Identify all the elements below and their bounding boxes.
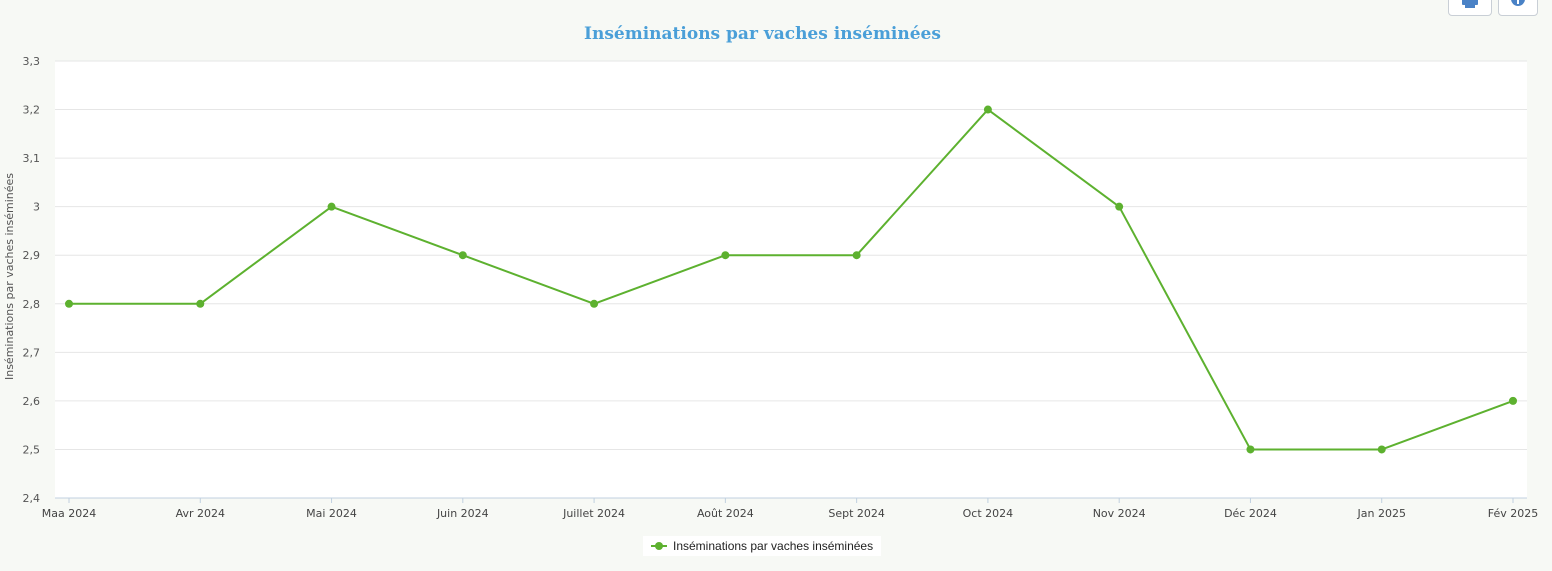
data-point <box>1115 202 1124 211</box>
plot-area <box>55 61 1527 498</box>
x-tick-label: Maa 2024 <box>42 507 96 520</box>
data-point <box>65 299 73 308</box>
y-tick-label: 3,1 <box>23 152 41 165</box>
x-tick-label: Jan 2025 <box>1357 507 1406 520</box>
data-point <box>196 299 205 308</box>
y-tick-label: 2,9 <box>23 249 41 262</box>
x-tick-label: Sept 2024 <box>828 507 885 520</box>
y-axis-title: Inséminations par vaches inséminées <box>3 173 16 380</box>
legend-swatch <box>651 540 667 552</box>
chart-legend[interactable]: Inséminations par vaches inséminées <box>643 536 882 556</box>
printer-icon <box>1462 0 1478 8</box>
y-tick-label: 2,8 <box>23 298 41 311</box>
x-tick-label: Juillet 2024 <box>562 507 625 520</box>
data-point <box>983 105 992 114</box>
data-point <box>1509 396 1517 405</box>
data-point <box>327 202 336 211</box>
y-tick-label: 2,6 <box>23 395 41 408</box>
x-tick-label: Mai 2024 <box>306 507 357 520</box>
x-tick-label: Oct 2024 <box>963 507 1014 520</box>
info-button[interactable] <box>1498 0 1538 16</box>
x-tick-label: Fév 2025 <box>1488 507 1539 520</box>
x-tick-label: Août 2024 <box>697 507 754 520</box>
x-tick-label: Avr 2024 <box>176 507 225 520</box>
y-tick-label: 3 <box>33 201 40 214</box>
y-tick-label: 2,4 <box>23 492 41 505</box>
x-tick-label: Nov 2024 <box>1093 507 1146 520</box>
chart-title: Inséminations par vaches inséminées <box>584 24 941 44</box>
series-line <box>69 108 1514 451</box>
y-tick-label: 3,3 <box>23 55 41 68</box>
info-icon <box>1511 0 1525 6</box>
y-tick-label: 3,2 <box>23 104 41 117</box>
y-tick-label: 2,5 <box>23 443 41 456</box>
data-point <box>590 299 599 308</box>
data-point <box>1246 445 1255 454</box>
data-point <box>1377 445 1386 454</box>
data-point <box>852 251 861 260</box>
x-tick-label: Juin 2024 <box>436 507 489 520</box>
print-button[interactable] <box>1448 0 1492 16</box>
x-tick-label: Déc 2024 <box>1224 507 1277 520</box>
legend-label: Inséminations par vaches inséminées <box>673 539 874 553</box>
y-tick-label: 2,7 <box>23 346 41 359</box>
data-point <box>458 251 467 260</box>
data-point <box>721 251 730 260</box>
